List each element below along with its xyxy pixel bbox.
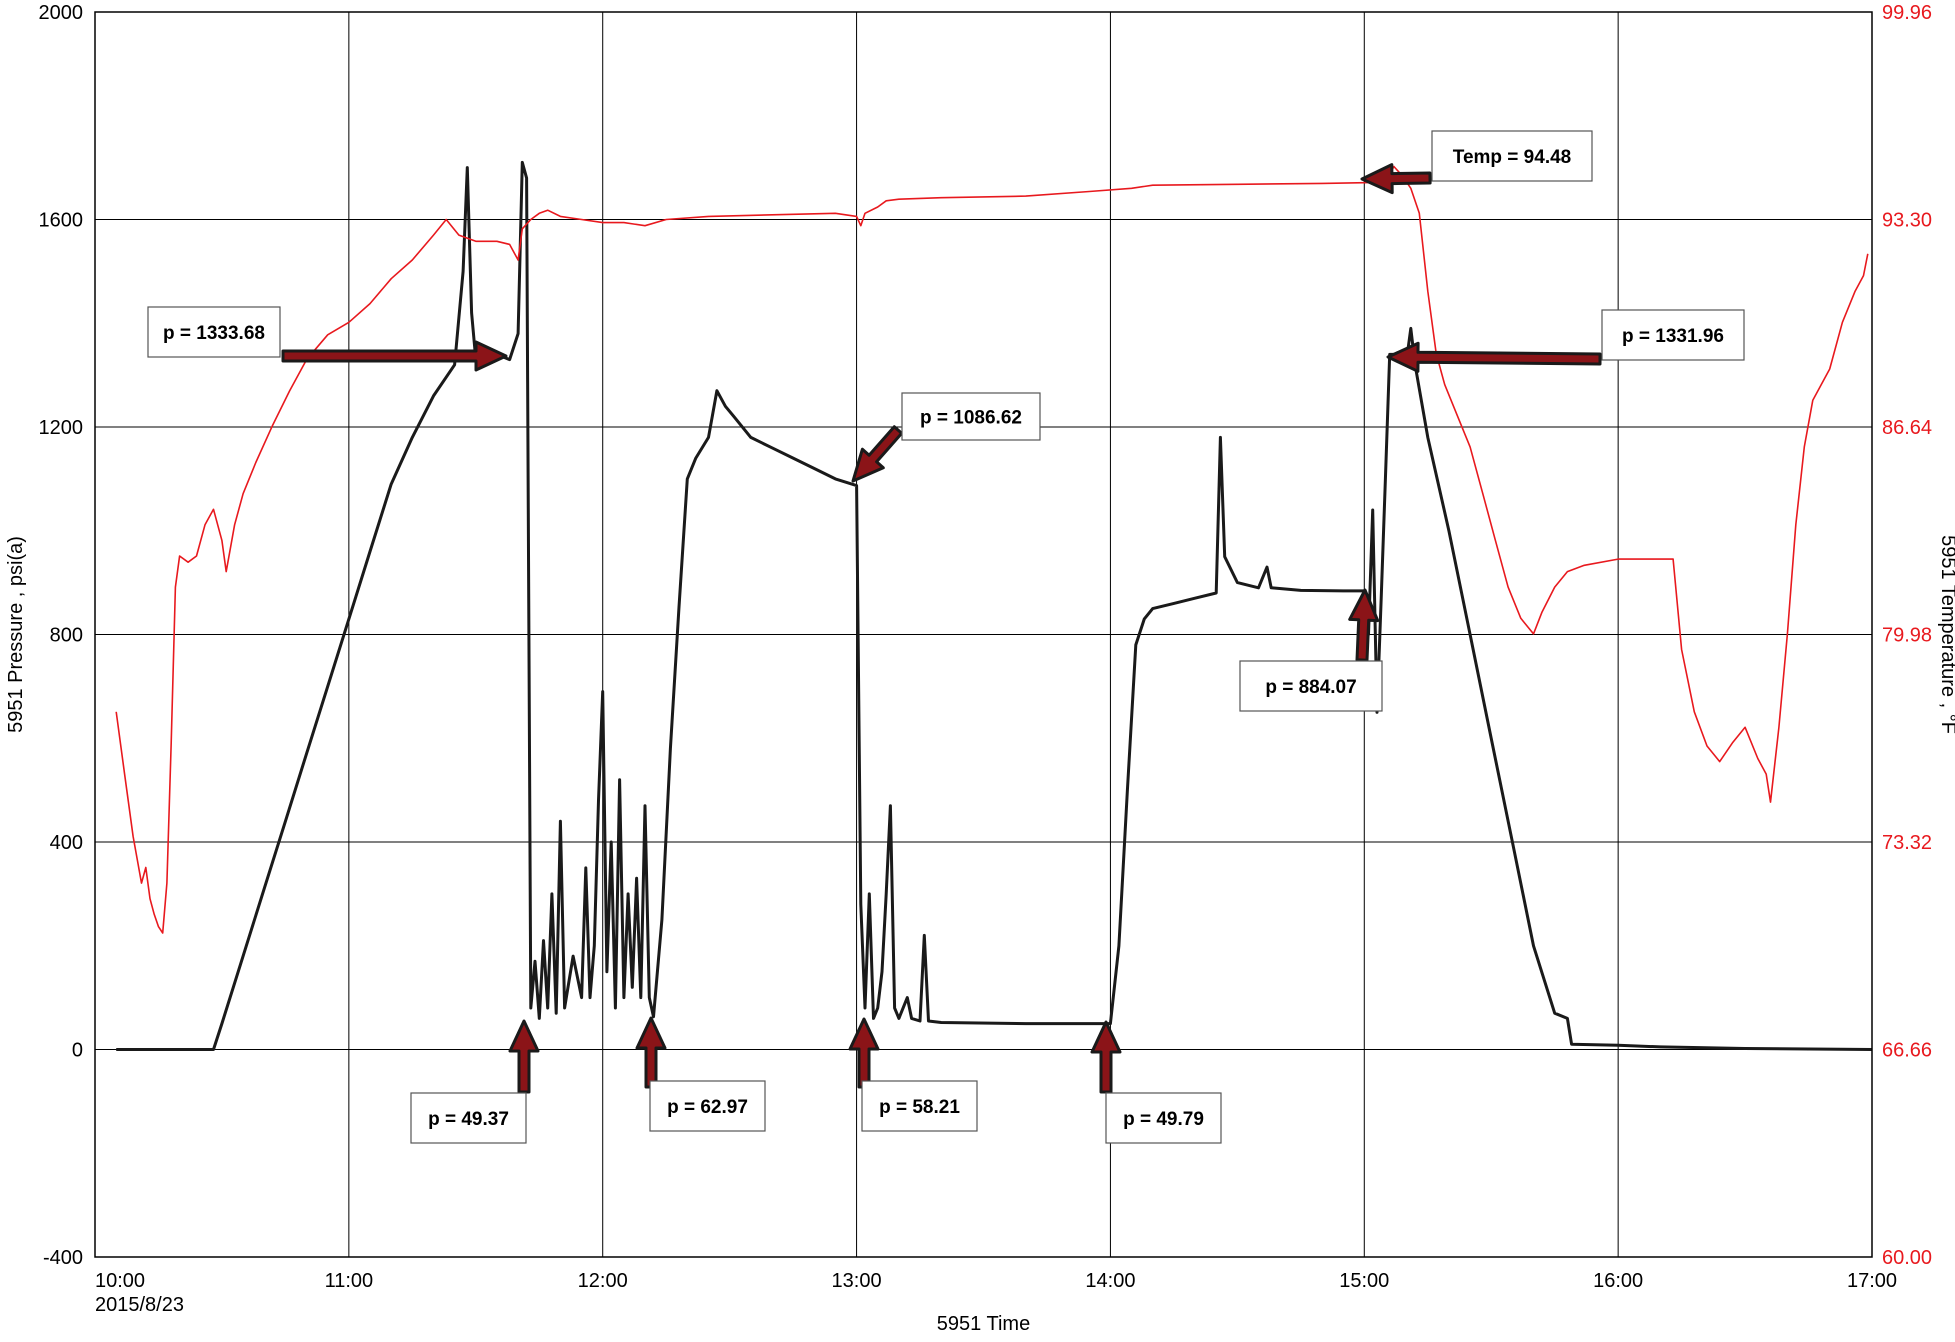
annotation-layer: p = 1333.68 p = 1086.62 Temp = 94.48 p = 13… [147, 130, 1745, 1144]
annotation-box [1601, 309, 1745, 361]
annotation-box [1105, 1092, 1222, 1144]
annotation-arrow [508, 1019, 540, 1094]
annotation-box [1431, 130, 1593, 182]
temperature-series-line [115, 165, 1869, 934]
x-tick-label: 10:00 [95, 1270, 145, 1292]
y-tick-label: 1600 [39, 210, 84, 232]
annotation-box [147, 306, 281, 358]
y-tick-label: 400 [50, 832, 83, 854]
annotation-arrow [1348, 588, 1380, 662]
annotation-label: p = 49.79 [1123, 1109, 1204, 1130]
y-tick-label: -400 [43, 1247, 83, 1269]
annotation-box [410, 1092, 527, 1144]
y2-tick-label: 79.98 [1882, 625, 1932, 647]
annotation-box [861, 1080, 978, 1132]
annotation-box [1239, 660, 1383, 712]
annotation-label: p = 1086.62 [920, 408, 1022, 429]
x-tick-label: 14:00 [1085, 1270, 1135, 1292]
x-tick-label: 16:00 [1593, 1270, 1643, 1292]
annotation-arrow [281, 340, 508, 372]
y2-tick-label: 86.64 [1882, 417, 1932, 439]
annotation-arrow [851, 425, 904, 483]
y2-tick-label: 60.00 [1882, 1247, 1932, 1269]
annotation-arrow [1090, 1020, 1122, 1094]
annotation-label: p = 62.97 [667, 1097, 748, 1118]
annotation-arrow [635, 1016, 667, 1089]
annotation-label: Temp = 94.48 [1453, 147, 1571, 168]
y-tick-label: 2000 [39, 2, 84, 24]
x-tick-label: 11:00 [325, 1270, 374, 1292]
y-tick-label: 800 [50, 625, 83, 647]
annotation-label: p = 58.21 [879, 1097, 960, 1118]
x-axis-date-label: 2015/8/23 [95, 1294, 184, 1316]
y2-tick-label: 93.30 [1882, 210, 1932, 232]
plot-frame [94, 11, 1873, 1258]
x-tick-label: 15:00 [1339, 1270, 1389, 1292]
annotation-label: p = 1333.68 [163, 323, 265, 344]
series-layer [115, 160, 1873, 1051]
y2-tick-label: 66.66 [1882, 1040, 1932, 1062]
annotation-box [649, 1080, 766, 1132]
x-tick-label: 17:00 [1847, 1270, 1897, 1292]
tick-layer: 10:00 11:00 12:00 13:00 14:00 15:00 16:00 17:00… [39, 2, 1933, 1292]
y2-axis-title: 5951 Temperature , °F [1937, 535, 1955, 734]
annotation-label: p = 884.07 [1265, 677, 1356, 698]
y-tick-label: 0 [72, 1040, 83, 1062]
y-axis-title: 5951 Pressure , psi(a) [5, 536, 27, 733]
y-tick-label: 1200 [39, 417, 84, 439]
pressure-series-line [116, 160, 1873, 1051]
annotation-arrow [848, 1017, 880, 1089]
x-tick-label: 13:00 [832, 1270, 882, 1292]
annotation-arrow [1386, 341, 1602, 373]
x-tick-label: 12:00 [578, 1270, 628, 1292]
y2-tick-label: 99.96 [1882, 2, 1932, 24]
x-axis-title: 5951 Time [937, 1313, 1030, 1335]
annotation-label: p = 49.37 [428, 1109, 509, 1130]
annotation-label: p = 1331.96 [1622, 326, 1724, 347]
annotation-arrow [1360, 163, 1432, 195]
y2-tick-label: 73.32 [1882, 832, 1932, 854]
grid-layer [95, 12, 1872, 1257]
annotation-box [901, 392, 1041, 441]
